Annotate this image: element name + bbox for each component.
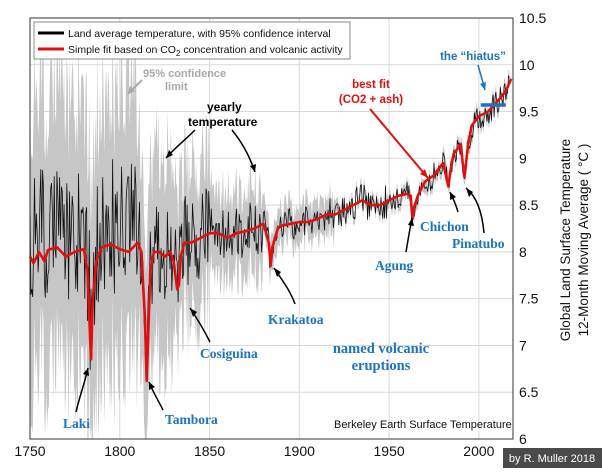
y-tick-label: 8.5 [519, 197, 539, 213]
bestfit-annotation-line2: (CO2 + ash) [339, 94, 403, 106]
fit-series-layer [28, 78, 513, 383]
bestfit-arrowhead [420, 169, 428, 178]
ci-annotation-arrowhead [128, 86, 135, 94]
yearly-arrowhead-left [166, 150, 173, 158]
annotations: 95% confidence limit yearly temperature … [63, 51, 512, 431]
ci-annotation-line1: 95% confidence [143, 68, 226, 80]
plot-frame [29, 17, 514, 440]
x-tick-label: 1750 [14, 443, 45, 459]
tick-labels: 1750 1800 1850 1900 1950 2000 6 6.5 7 7.5 8 8.5 9 9.5… [14, 10, 546, 459]
cosiguina-arrowhead [190, 308, 197, 317]
temperature-series-layer [29, 75, 510, 377]
x-tick-label: 1800 [104, 443, 135, 459]
laki-arrowhead [83, 368, 89, 376]
credit-text: by R. Muller 2018 [509, 453, 595, 465]
temperature-line [29, 75, 510, 377]
x-tick-label: 2000 [463, 443, 494, 459]
y-tick-label: 10.5 [519, 10, 546, 26]
confidence-interval-band [30, 23, 510, 439]
x-tick-label: 1950 [374, 443, 405, 459]
agung-label: Agung [375, 258, 414, 273]
ci-annotation-line2: limit [165, 81, 188, 93]
y-tick-label: 6.5 [519, 384, 539, 400]
y-axis-label-line2: 12-Month Moving Average ( °C ) [576, 144, 591, 337]
x-tick-label: 1850 [194, 443, 225, 459]
chichon-label: Chichon [420, 219, 469, 234]
legend-box [33, 21, 351, 60]
y-tick-label: 9 [519, 150, 527, 166]
legend-fit-prefix: Simple fit based on CO [68, 44, 176, 56]
legend-fit-suffix: concentration and volcanic activity [180, 44, 343, 56]
y-axis-label-line1: Global Land Surface Temperature [558, 139, 573, 341]
pinatubo-arrowhead [466, 188, 473, 197]
y-tick-label: 7 [519, 337, 527, 353]
y-tick-label: 6 [519, 431, 527, 447]
y-tick-label: 9.5 [519, 104, 539, 120]
credit-background [503, 448, 602, 468]
krakatoa-label: Krakatoa [268, 312, 324, 327]
legend-label-temperature: Land average temperature, with 95% confi… [68, 28, 331, 40]
volcanic-annotation-line2: eruptions [352, 358, 411, 374]
cosiguina-label: Cosiguina [200, 346, 258, 361]
pinatubo-label: Pinatubo [452, 236, 505, 251]
confidence-band [30, 23, 510, 439]
y-axis-label: Global Land Surface Temperature 12-Month… [558, 139, 591, 341]
legend-fit-subscript: 2 [176, 49, 181, 58]
yearly-annotation-line2: temperature [188, 115, 258, 129]
hiatus-arrowhead [480, 82, 486, 90]
bestfit-arrow [369, 108, 429, 179]
bestfit-annotation-line1: best fit [352, 79, 390, 91]
yearly-annotation-line1: yearly [207, 100, 242, 114]
credit-badge: by R. Muller 2018 [503, 448, 602, 468]
y-tick-label: 10 [519, 57, 535, 73]
krakatoa-arrowhead [274, 268, 281, 277]
y-tick-label: 8 [519, 244, 527, 260]
chichon-arrowhead [450, 192, 456, 200]
yearly-arrowhead-right [250, 164, 256, 172]
source-label: Berkeley Earth Surface Temperature [334, 419, 512, 431]
tambora-arrowhead [149, 382, 155, 390]
x-tick-label: 1900 [284, 443, 315, 459]
hiatus-annotation: the “hiatus” [440, 51, 506, 63]
agung-arrowhead [408, 218, 414, 226]
legend: Land average temperature, with 95% confi… [33, 21, 351, 60]
y-tick-label: 7.5 [519, 291, 539, 307]
legend-label-fit: Simple fit based on CO2 concentration an… [68, 44, 343, 58]
fit-series-line [28, 78, 513, 383]
volcanic-annotation-line1: named volcanic [333, 341, 430, 357]
tambora-label: Tambora [165, 412, 218, 427]
laki-label: Laki [63, 416, 90, 431]
